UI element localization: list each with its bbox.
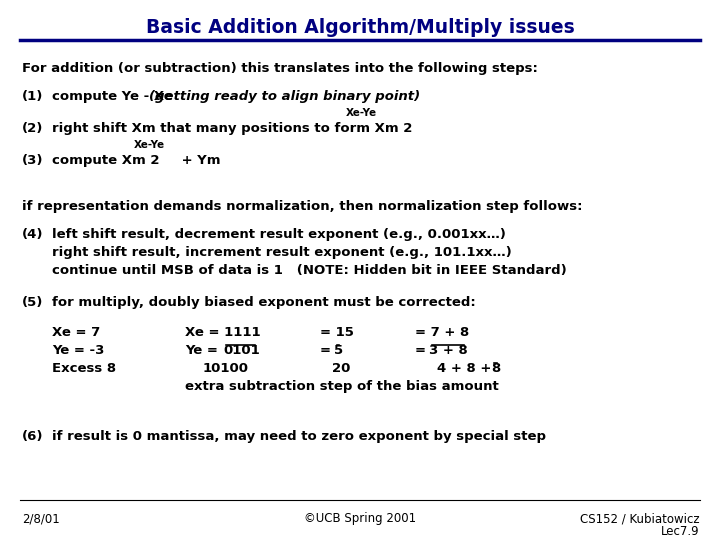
Text: 2/8/01: 2/8/01 (22, 512, 60, 525)
Text: ©UCB Spring 2001: ©UCB Spring 2001 (304, 512, 416, 525)
Text: = 7 + 8: = 7 + 8 (415, 326, 469, 339)
Text: For addition (or subtraction) this translates into the following steps:: For addition (or subtraction) this trans… (22, 62, 538, 75)
Text: 4 + 8 +: 4 + 8 + (437, 362, 491, 375)
Text: =: = (320, 344, 336, 357)
Text: Lec7.9: Lec7.9 (662, 525, 700, 538)
Text: (6): (6) (22, 430, 43, 443)
Text: Excess 8: Excess 8 (52, 362, 116, 375)
Text: left shift result, decrement result exponent (e.g., 0.001xx…): left shift result, decrement result expo… (52, 228, 506, 241)
Text: = 15: = 15 (320, 326, 354, 339)
Text: CS152 / Kubiatowicz: CS152 / Kubiatowicz (580, 512, 700, 525)
Text: if representation demands normalization, then normalization step follows:: if representation demands normalization,… (22, 200, 582, 213)
Text: extra subtraction step of the bias amount: extra subtraction step of the bias amoun… (185, 380, 499, 393)
Text: Ye =: Ye = (185, 344, 222, 357)
Text: 8: 8 (491, 362, 500, 375)
Text: Ye = -3: Ye = -3 (52, 344, 104, 357)
Text: (getting ready to align binary point): (getting ready to align binary point) (149, 90, 420, 103)
Text: + Ym: + Ym (177, 154, 220, 167)
Text: Xe-Ye: Xe-Ye (134, 140, 165, 150)
Text: right shift Xm that many positions to form Xm 2: right shift Xm that many positions to fo… (52, 122, 413, 135)
Text: 5: 5 (334, 344, 343, 357)
Text: (2): (2) (22, 122, 43, 135)
Text: Xe-Ye: Xe-Ye (346, 108, 377, 118)
Text: compute Ye - Xe: compute Ye - Xe (52, 90, 177, 103)
Text: Basic Addition Algorithm/Multiply issues: Basic Addition Algorithm/Multiply issues (145, 18, 575, 37)
Text: continue until MSB of data is 1   (NOTE: Hidden bit in IEEE Standard): continue until MSB of data is 1 (NOTE: H… (52, 264, 567, 277)
Text: Xe = 7: Xe = 7 (52, 326, 100, 339)
Text: for multiply, doubly biased exponent must be corrected:: for multiply, doubly biased exponent mus… (52, 296, 476, 309)
Text: 20: 20 (332, 362, 351, 375)
Text: =: = (415, 344, 431, 357)
Text: 3 + 8: 3 + 8 (429, 344, 468, 357)
Text: Xe = 1111: Xe = 1111 (185, 326, 261, 339)
Text: (3): (3) (22, 154, 43, 167)
Text: 10100: 10100 (203, 362, 249, 375)
Text: 0101: 0101 (223, 344, 260, 357)
Text: (1): (1) (22, 90, 43, 103)
Text: (5): (5) (22, 296, 43, 309)
Text: (4): (4) (22, 228, 43, 241)
Text: compute Xm 2: compute Xm 2 (52, 154, 160, 167)
Text: right shift result, increment result exponent (e.g., 101.1xx…): right shift result, increment result exp… (52, 246, 512, 259)
Text: if result is 0 mantissa, may need to zero exponent by special step: if result is 0 mantissa, may need to zer… (52, 430, 546, 443)
